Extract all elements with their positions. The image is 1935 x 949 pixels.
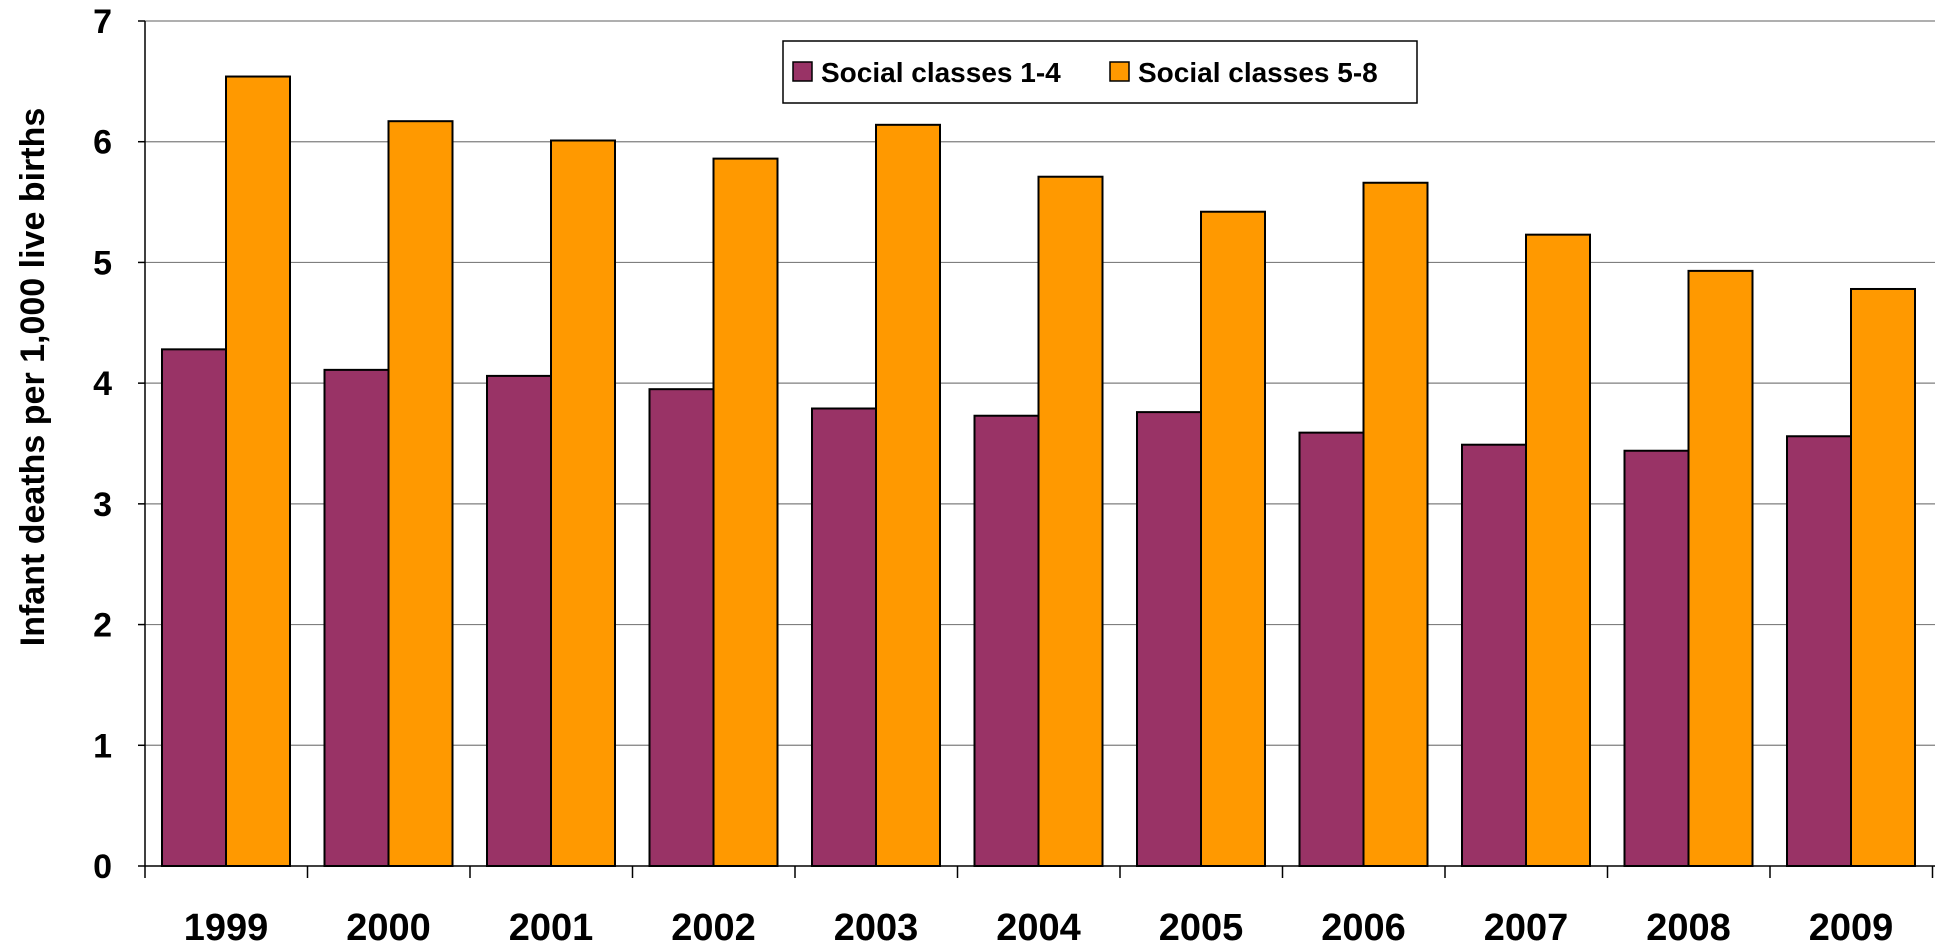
y-tick-label: 0 xyxy=(93,848,112,886)
x-tick-label-2003: 2003 xyxy=(834,907,919,949)
legend-swatch-social-classes-5-8 xyxy=(1109,61,1130,82)
y-tick-label: 2 xyxy=(93,607,112,645)
x-tick-label-2007: 2007 xyxy=(1484,907,1569,949)
bar-social-classes-1-4-2001 xyxy=(486,374,552,867)
y-tick-labels: 0 1 2 3 4 5 6 7 xyxy=(93,3,112,886)
axes xyxy=(138,20,1935,878)
bar-social-classes-5-8-2003 xyxy=(875,123,941,868)
y-tick-label: 5 xyxy=(93,244,112,282)
bar-social-classes-1-4-2007 xyxy=(1461,443,1527,867)
x-tick-label-2002: 2002 xyxy=(671,907,756,949)
bar-social-classes-1-4-2008 xyxy=(1623,449,1690,867)
x-tick-labels: 1999 2000 2001 2002 2003 2004 2005 2006 2007 2008… xyxy=(184,907,1894,949)
bar-social-classes-1-4-2003 xyxy=(811,407,877,867)
x-tick-label-2000: 2000 xyxy=(346,907,431,949)
y-tick-label: 1 xyxy=(93,727,112,765)
y-tick-label: 6 xyxy=(93,124,112,162)
bar-social-classes-5-8-2000 xyxy=(387,120,454,867)
legend-label-social-classes-5-8: Social classes 5-8 xyxy=(1138,57,1378,88)
x-tick-label-2006: 2006 xyxy=(1321,907,1406,949)
bars xyxy=(161,75,1916,868)
bar-social-classes-1-4-2004 xyxy=(973,414,1040,867)
x-tick-label-2009: 2009 xyxy=(1809,907,1894,949)
x-tick-label-2001: 2001 xyxy=(509,907,594,949)
bar-social-classes-5-8-2004 xyxy=(1037,175,1104,867)
bar-social-classes-5-8-2005 xyxy=(1200,210,1266,867)
bar-social-classes-5-8-1999 xyxy=(225,75,291,868)
legend-box xyxy=(782,40,1418,104)
bar-social-classes-5-8-2008 xyxy=(1687,269,1754,867)
x-tick-label-2004: 2004 xyxy=(996,907,1081,949)
y-tick-label: 3 xyxy=(93,486,112,524)
legend-label-social-classes-1-4: Social classes 1-4 xyxy=(821,57,1061,88)
bar-social-classes-5-8-2009 xyxy=(1850,287,1916,867)
bar-social-classes-1-4-2002 xyxy=(648,388,715,867)
bar-social-classes-1-4-2000 xyxy=(323,368,390,867)
bar-social-classes-1-4-2006 xyxy=(1298,431,1365,867)
bar-social-classes-1-4-1999 xyxy=(161,348,227,868)
x-tick-label-2008: 2008 xyxy=(1646,907,1731,949)
bar-social-classes-1-4-2009 xyxy=(1786,435,1852,867)
bar-social-classes-5-8-2006 xyxy=(1362,181,1429,867)
bar-social-classes-5-8-2001 xyxy=(550,139,616,867)
legend-swatch-social-classes-1-4 xyxy=(792,61,813,82)
bar-social-classes-5-8-2007 xyxy=(1525,233,1591,867)
y-tick-label: 4 xyxy=(93,365,112,403)
y-tick-label: 7 xyxy=(93,3,112,41)
x-tick-label-2005: 2005 xyxy=(1159,907,1244,949)
x-tick-label-1999: 1999 xyxy=(184,907,269,949)
bar-social-classes-5-8-2002 xyxy=(712,157,779,868)
legend: Social classes 1-4 Social classes 5-8 xyxy=(782,40,1418,104)
y-axis-title: Infant deaths per 1,000 live births xyxy=(14,108,52,647)
bar-social-classes-1-4-2005 xyxy=(1136,411,1202,867)
